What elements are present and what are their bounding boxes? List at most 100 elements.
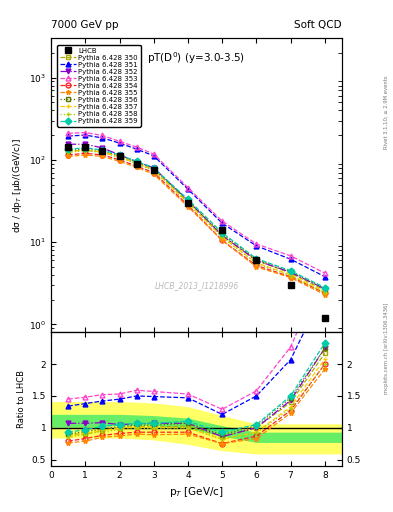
Pythia 6.428 352 [151, 165, 156, 171]
Pythia 6.428 359 [66, 146, 71, 152]
Pythia 6.428 354 [66, 152, 71, 158]
Pythia 6.428 351 [83, 132, 88, 138]
Pythia 6.428 359 [100, 147, 105, 153]
Pythia 6.428 359 [322, 285, 327, 291]
Line: Pythia 6.428 357: Pythia 6.428 357 [66, 147, 327, 294]
LHCB [100, 147, 105, 154]
Pythia 6.428 357 [117, 154, 122, 160]
Pythia 6.428 352 [220, 232, 224, 239]
Legend: LHCB, Pythia 6.428 350, Pythia 6.428 351, Pythia 6.428 352, Pythia 6.428 353, Py: LHCB, Pythia 6.428 350, Pythia 6.428 351… [57, 45, 141, 127]
Line: Pythia 6.428 352: Pythia 6.428 352 [66, 142, 327, 291]
Pythia 6.428 356 [151, 166, 156, 172]
Line: LHCB: LHCB [65, 143, 328, 322]
Pythia 6.428 350 [83, 147, 88, 154]
Pythia 6.428 352 [66, 141, 71, 147]
Pythia 6.428 353 [100, 133, 105, 139]
LHCB [66, 143, 71, 150]
Pythia 6.428 350 [322, 287, 327, 293]
Pythia 6.428 351 [134, 146, 139, 152]
Pythia 6.428 356 [220, 231, 224, 237]
Pythia 6.428 353 [220, 218, 224, 224]
Pythia 6.428 353 [117, 138, 122, 144]
Pythia 6.428 354 [185, 202, 190, 208]
Pythia 6.428 359 [117, 152, 122, 158]
Text: 7000 GeV pp: 7000 GeV pp [51, 19, 119, 30]
Pythia 6.428 350 [117, 154, 122, 160]
Pythia 6.428 353 [254, 241, 259, 247]
Pythia 6.428 354 [83, 151, 88, 157]
Pythia 6.428 352 [117, 152, 122, 158]
Line: Pythia 6.428 350: Pythia 6.428 350 [66, 148, 327, 293]
Pythia 6.428 357 [254, 260, 259, 266]
Pythia 6.428 357 [322, 289, 327, 295]
Line: Pythia 6.428 359: Pythia 6.428 359 [66, 145, 327, 290]
Pythia 6.428 353 [134, 144, 139, 150]
Line: Pythia 6.428 355: Pythia 6.428 355 [66, 153, 327, 297]
Pythia 6.428 354 [220, 237, 224, 243]
Pythia 6.428 353 [185, 184, 190, 190]
Pythia 6.428 355 [254, 264, 259, 270]
Pythia 6.428 358 [117, 155, 122, 161]
Pythia 6.428 356 [83, 146, 88, 152]
Pythia 6.428 354 [322, 290, 327, 296]
LHCB [151, 167, 156, 173]
Y-axis label: Ratio to LHCB: Ratio to LHCB [17, 370, 26, 428]
Pythia 6.428 356 [322, 286, 327, 292]
Pythia 6.428 358 [151, 167, 156, 174]
Pythia 6.428 357 [220, 234, 224, 240]
Pythia 6.428 355 [100, 154, 105, 160]
Pythia 6.428 356 [117, 153, 122, 159]
Pythia 6.428 356 [100, 148, 105, 154]
Pythia 6.428 359 [151, 165, 156, 171]
Pythia 6.428 355 [117, 158, 122, 164]
Pythia 6.428 358 [185, 200, 190, 206]
LHCB [185, 200, 190, 206]
Pythia 6.428 355 [288, 274, 293, 281]
Pythia 6.428 351 [254, 243, 259, 249]
Pythia 6.428 352 [288, 269, 293, 275]
Pythia 6.428 352 [83, 141, 88, 147]
Pythia 6.428 358 [254, 261, 259, 267]
X-axis label: p$_T$ [GeV/c]: p$_T$ [GeV/c] [169, 485, 224, 499]
Pythia 6.428 351 [100, 135, 105, 141]
Pythia 6.428 356 [66, 147, 71, 154]
Line: Pythia 6.428 354: Pythia 6.428 354 [66, 151, 327, 295]
Pythia 6.428 354 [254, 262, 259, 268]
Pythia 6.428 351 [322, 273, 327, 280]
Pythia 6.428 358 [66, 150, 71, 156]
Pythia 6.428 354 [151, 169, 156, 176]
Pythia 6.428 356 [185, 198, 190, 204]
Pythia 6.428 357 [288, 272, 293, 278]
LHCB [117, 154, 122, 160]
Pythia 6.428 351 [288, 256, 293, 262]
Pythia 6.428 350 [288, 270, 293, 276]
Pythia 6.428 352 [322, 286, 327, 292]
Pythia 6.428 351 [66, 133, 71, 139]
Pythia 6.428 355 [134, 164, 139, 170]
Pythia 6.428 354 [134, 163, 139, 169]
Pythia 6.428 350 [66, 147, 71, 154]
Text: mcplots.cern.ch [arXiv:1306.3436]: mcplots.cern.ch [arXiv:1306.3436] [384, 303, 389, 394]
LHCB [134, 161, 139, 167]
Pythia 6.428 358 [220, 234, 224, 240]
Line: Pythia 6.428 353: Pythia 6.428 353 [66, 130, 327, 275]
Pythia 6.428 355 [322, 291, 327, 297]
Text: Soft QCD: Soft QCD [294, 19, 342, 30]
Pythia 6.428 355 [151, 171, 156, 177]
Pythia 6.428 353 [151, 151, 156, 157]
Pythia 6.428 357 [185, 200, 190, 206]
Pythia 6.428 352 [254, 258, 259, 264]
Pythia 6.428 355 [66, 154, 71, 160]
Pythia 6.428 356 [134, 159, 139, 165]
Text: Rivet 3.1.10; ≥ 2.9M events: Rivet 3.1.10; ≥ 2.9M events [384, 76, 389, 150]
Pythia 6.428 353 [322, 270, 327, 276]
Text: LHCB_2013_I1218996: LHCB_2013_I1218996 [154, 281, 239, 290]
Pythia 6.428 357 [100, 149, 105, 155]
Pythia 6.428 356 [254, 256, 259, 262]
Pythia 6.428 350 [134, 160, 139, 166]
Pythia 6.428 359 [254, 255, 259, 262]
Pythia 6.428 357 [151, 167, 156, 173]
Pythia 6.428 357 [83, 147, 88, 153]
Pythia 6.428 358 [100, 150, 105, 156]
Pythia 6.428 351 [220, 220, 224, 226]
